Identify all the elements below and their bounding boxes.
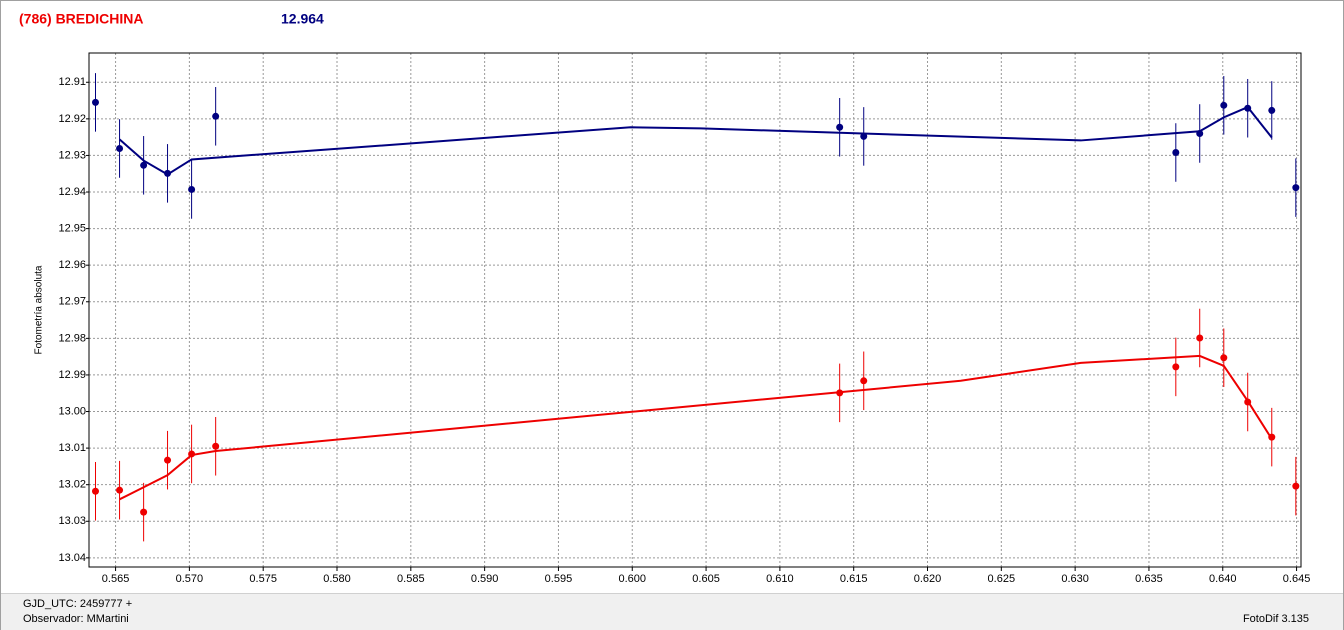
y-tick-label: 12.98	[58, 332, 86, 344]
x-tick-label: 0.580	[323, 573, 351, 585]
y-tick-label: 13.03	[58, 515, 86, 527]
point	[91, 487, 99, 495]
y-tick-label: 13.00	[58, 405, 86, 417]
plot-area	[89, 53, 1301, 567]
software: FotoDif 3.135	[1242, 613, 1309, 625]
y-tick-label: 13.01	[58, 442, 86, 454]
point	[140, 161, 148, 169]
point	[860, 377, 868, 385]
plot-border	[88, 52, 1302, 568]
x-tick-label: 0.645	[1283, 573, 1311, 585]
object-title: (786) BREDICHINA	[19, 11, 143, 27]
point	[1292, 184, 1300, 192]
y-tick-label: 12.95	[58, 223, 86, 235]
point	[836, 123, 844, 131]
y-tick-label: 13.02	[58, 479, 86, 491]
y-tick-label: 12.92	[58, 113, 86, 125]
x-tick-label: 0.565	[102, 573, 130, 585]
fit-line	[118, 105, 1273, 176]
point	[836, 389, 844, 397]
magnitude-value: 12.964	[281, 11, 324, 27]
point	[1172, 149, 1180, 157]
point	[91, 98, 99, 106]
point	[116, 144, 124, 152]
point	[860, 132, 868, 140]
x-tick-label: 0.590	[471, 573, 499, 585]
x-tick-label: 0.595	[545, 573, 573, 585]
x-tick-label: 0.620	[914, 573, 942, 585]
y-tick-label: 12.94	[58, 186, 86, 198]
x-tick-label: 0.605	[692, 573, 720, 585]
point	[1220, 354, 1228, 362]
x-tick-label: 0.640	[1209, 573, 1237, 585]
status-bar: GJD_UTC: 2459777 + Observador: MMartini …	[1, 593, 1343, 630]
x-tick-label: 0.585	[397, 573, 425, 585]
point	[164, 169, 172, 177]
x-tick-label: 0.630	[1061, 573, 1089, 585]
x-tick-label: 0.625	[988, 573, 1016, 585]
point	[1220, 101, 1228, 109]
x-tick-label: 0.600	[618, 573, 646, 585]
chart: (786) BREDICHINA 12.964 Fotometría absol…	[19, 11, 1311, 585]
point	[1196, 129, 1204, 137]
point	[1268, 106, 1276, 114]
x-tick-label: 0.615	[840, 573, 868, 585]
y-tick-label: 12.99	[58, 369, 86, 381]
y-axis-label: Fotometría absoluta	[34, 265, 45, 354]
x-tick-label: 0.610	[766, 573, 794, 585]
point	[188, 185, 196, 193]
point	[1172, 363, 1180, 371]
point	[1292, 482, 1300, 490]
observer: Observador: MMartini	[23, 613, 129, 625]
point	[212, 112, 220, 120]
point	[1268, 433, 1276, 441]
point	[1196, 334, 1204, 342]
y-tick-label: 12.91	[58, 76, 86, 88]
point	[1244, 398, 1252, 406]
point	[188, 450, 196, 458]
x-tick-label: 0.575	[249, 573, 277, 585]
point	[164, 456, 172, 464]
point	[212, 442, 220, 450]
point	[116, 486, 124, 494]
y-tick-label: 13.04	[58, 552, 86, 564]
y-tick-label: 12.96	[58, 259, 86, 271]
x-tick-label: 0.635	[1135, 573, 1163, 585]
y-tick-label: 12.93	[58, 149, 86, 161]
point	[1244, 104, 1252, 112]
fit-line	[119, 354, 1273, 501]
y-tick-label: 12.97	[58, 296, 86, 308]
x-tick-label: 0.570	[176, 573, 204, 585]
point	[140, 508, 148, 516]
time-base: GJD_UTC: 2459777 +	[23, 598, 133, 610]
